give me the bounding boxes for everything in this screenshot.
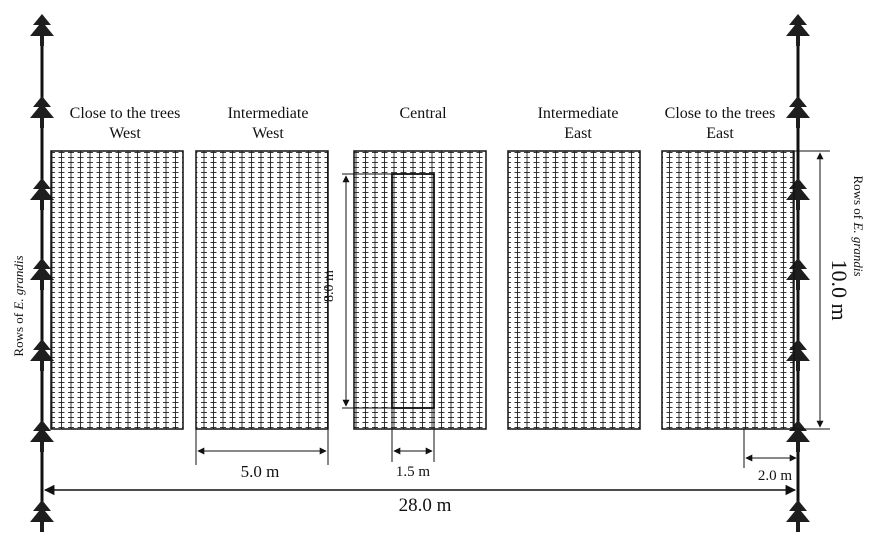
tree-icon — [786, 14, 810, 46]
plot-height-label: 10.0 m — [827, 259, 852, 321]
total-width-label: 28.0 m — [398, 495, 452, 516]
tree-icon — [30, 14, 54, 46]
edge-gap-label: 2.0 m — [757, 468, 793, 484]
plot-label-close-west: Close to the trees West — [69, 105, 181, 142]
plot-label-close-east: Close to the trees East — [664, 105, 776, 142]
plot-label-central: Central — [399, 105, 447, 122]
edge-gap-dimension — [743, 429, 797, 468]
tree-row-label-west: Rows of E. grandis — [11, 255, 26, 357]
plot-close-east — [661, 150, 795, 430]
subplot-width-label: 1.5 m — [395, 464, 431, 480]
plot-intermediate-east — [507, 150, 641, 430]
plot-label-intermediate-west: Intermediate West — [227, 105, 309, 142]
tree-row-east — [786, 14, 810, 532]
plot-intermediate-west — [195, 150, 329, 430]
plot-close-west — [50, 150, 184, 430]
plot-central — [353, 150, 487, 430]
tree-row-west — [30, 14, 54, 532]
plot-height-dimension — [794, 150, 830, 430]
plot-width-label: 5.0 m — [240, 462, 280, 481]
subplot-width-dimension — [391, 408, 435, 462]
subplot-height-dimension — [342, 173, 392, 409]
tree-icon — [786, 500, 810, 532]
plot-label-intermediate-east: Intermediate East — [537, 105, 619, 142]
plot-width-dimension — [195, 429, 329, 465]
tree-row-label-east: Rows of E. grandis — [851, 175, 866, 277]
subplot-height-label: 8.0 m — [322, 270, 337, 302]
tree-icon — [30, 500, 54, 532]
central-subplot — [391, 173, 435, 409]
